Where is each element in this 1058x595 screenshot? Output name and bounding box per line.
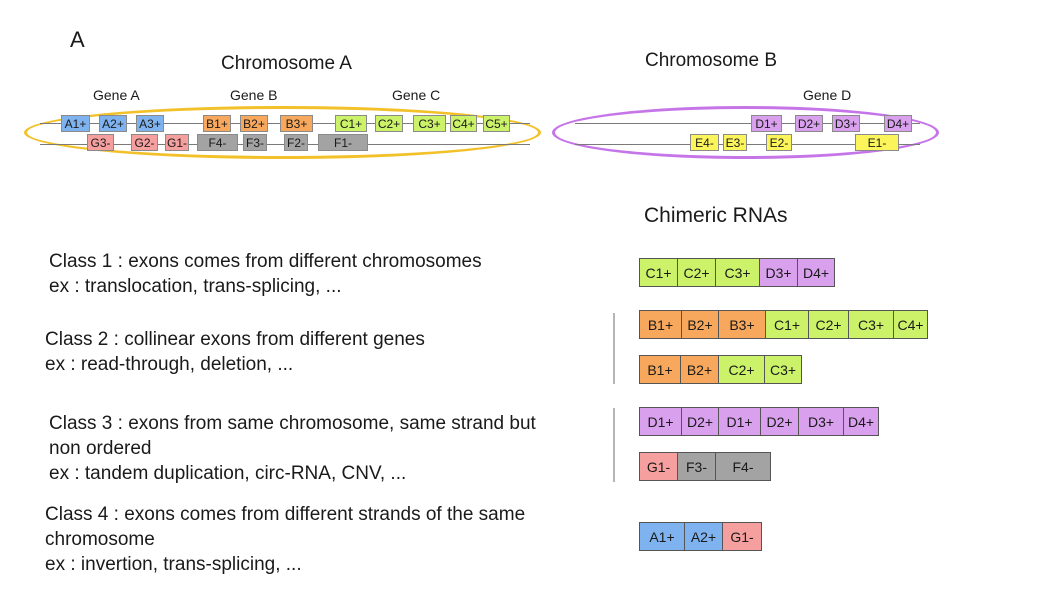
exon-b2-plus: B2+ bbox=[240, 115, 268, 132]
panel-label: A bbox=[70, 27, 85, 52]
chromosome-b-ellipse bbox=[552, 106, 939, 159]
exon-e2-minus: E2- bbox=[766, 134, 792, 151]
exon-a1-plus: A1+ bbox=[61, 115, 90, 132]
chromosome-a-title: Chromosome A bbox=[221, 53, 352, 74]
chimeric-rna-class-3b: G1- F3- F4- bbox=[639, 452, 771, 481]
class-3-description: Class 3 : exons from same chromosome, sa… bbox=[49, 411, 536, 486]
rna-exon: C4+ bbox=[893, 310, 928, 339]
rna-exon: A2+ bbox=[684, 522, 723, 551]
gene-b-label: Gene B bbox=[230, 87, 278, 103]
exon-a3-plus: A3+ bbox=[136, 115, 164, 132]
exon-f4-minus: F4- bbox=[197, 134, 238, 151]
exon-g1-minus: G1- bbox=[165, 134, 189, 151]
chromosome-b-plus-strand bbox=[575, 123, 920, 124]
rna-exon: D3+ bbox=[759, 258, 798, 287]
class-1-line-1: Class 1 : exons comes from different chr… bbox=[49, 251, 482, 272]
rna-exon: D2+ bbox=[681, 407, 719, 436]
rna-exon: C3+ bbox=[848, 310, 894, 339]
exon-g3-minus: G3- bbox=[87, 134, 114, 151]
class-3-line-1: Class 3 : exons from same chromosome, sa… bbox=[49, 413, 536, 434]
rna-exon: B2+ bbox=[680, 355, 719, 384]
exon-e1-minus: E1- bbox=[855, 134, 899, 151]
rna-exon: D1+ bbox=[639, 407, 682, 436]
rna-exon: C2+ bbox=[808, 310, 849, 339]
chimeric-rna-class-2b: B1+ B2+ C2+ C3+ bbox=[639, 355, 802, 384]
rna-exon: F3- bbox=[677, 452, 716, 481]
exon-b1-plus: B1+ bbox=[203, 115, 231, 132]
chimeric-rna-class-1: C1+ C2+ C3+ D3+ D4+ bbox=[639, 258, 835, 287]
gene-c-label: Gene C bbox=[392, 87, 441, 103]
exon-c2-plus: C2+ bbox=[375, 115, 403, 132]
rna-exon: C1+ bbox=[639, 258, 678, 287]
chimeric-rna-class-3a: D1+ D2+ D1+ D2+ D3+ D4+ bbox=[639, 407, 879, 436]
class-1-line-2: ex : translocation, trans-splicing, ... bbox=[49, 276, 342, 297]
class-4-line-2: chromosome bbox=[45, 529, 155, 550]
exon-d4-plus: D4+ bbox=[884, 115, 912, 132]
rna-exon: B1+ bbox=[639, 355, 681, 384]
exon-d1-plus: D1+ bbox=[751, 115, 782, 132]
rna-exon: D4+ bbox=[843, 407, 879, 436]
chimeric-rna-class-2a: B1+ B2+ B3+ C1+ C2+ C3+ C4+ bbox=[639, 310, 928, 339]
exon-a2-plus: A2+ bbox=[99, 115, 127, 132]
exon-d2-plus: D2+ bbox=[795, 115, 823, 132]
exon-f3-minus: F3- bbox=[243, 134, 267, 151]
rna-exon: D2+ bbox=[760, 407, 799, 436]
exon-g2-minus: G2- bbox=[131, 134, 158, 151]
exon-d3-plus: D3+ bbox=[832, 115, 860, 132]
class-4-line-3: ex : invertion, trans-splicing, ... bbox=[45, 554, 302, 575]
rna-exon: G1- bbox=[639, 452, 678, 481]
chromosome-b-title: Chromosome B bbox=[645, 50, 777, 71]
rna-exon: D4+ bbox=[797, 258, 835, 287]
class-3-line-3: ex : tandem duplication, circ-RNA, CNV, … bbox=[49, 463, 407, 484]
chimeric-rnas-title: Chimeric RNAs bbox=[644, 204, 788, 227]
rna-exon: C1+ bbox=[765, 310, 809, 339]
rna-exon: B3+ bbox=[718, 310, 766, 339]
rna-exon: C3+ bbox=[715, 258, 760, 287]
exon-f2-minus: F2- bbox=[284, 134, 308, 151]
rna-exon: D1+ bbox=[718, 407, 761, 436]
chromosome-b-minus-strand bbox=[575, 144, 920, 145]
class-3-separator bbox=[613, 408, 615, 482]
exon-b3-plus: B3+ bbox=[280, 115, 313, 132]
rna-exon: C2+ bbox=[677, 258, 716, 287]
rna-exon: G1- bbox=[722, 522, 762, 551]
chimeric-rna-class-4: A1+ A2+ G1- bbox=[639, 522, 762, 551]
rna-exon: C2+ bbox=[718, 355, 765, 384]
class-2-line-1: Class 2 : collinear exons from different… bbox=[45, 329, 425, 350]
gene-d-label: Gene D bbox=[803, 87, 852, 103]
rna-exon: A1+ bbox=[639, 522, 685, 551]
class-2-line-2: ex : read-through, deletion, ... bbox=[45, 354, 294, 375]
rna-exon: F4- bbox=[715, 452, 771, 481]
class-3-line-2: non ordered bbox=[49, 438, 152, 459]
class-4-description: Class 4 : exons comes from different str… bbox=[45, 502, 525, 577]
rna-exon: C3+ bbox=[764, 355, 802, 384]
exon-c1-plus: C1+ bbox=[335, 115, 367, 132]
class-2-description: Class 2 : collinear exons from different… bbox=[45, 327, 425, 377]
exon-f1-minus: F1- bbox=[318, 134, 368, 151]
rna-exon: D3+ bbox=[798, 407, 844, 436]
gene-a-label: Gene A bbox=[93, 87, 140, 103]
rna-exon: B1+ bbox=[639, 310, 682, 339]
exon-e4-minus: E4- bbox=[690, 134, 719, 151]
class-1-description: Class 1 : exons comes from different chr… bbox=[49, 249, 482, 299]
exon-c5-plus: C5+ bbox=[483, 115, 510, 132]
rna-exon: B2+ bbox=[681, 310, 719, 339]
class-2-separator bbox=[613, 313, 615, 384]
class-4-line-1: Class 4 : exons comes from different str… bbox=[45, 504, 526, 525]
exon-c3-plus: C3+ bbox=[413, 115, 446, 132]
chromosome-a-ellipse bbox=[24, 106, 541, 159]
exon-e3-minus: E3- bbox=[723, 134, 747, 151]
exon-c4-plus: C4+ bbox=[450, 115, 477, 132]
